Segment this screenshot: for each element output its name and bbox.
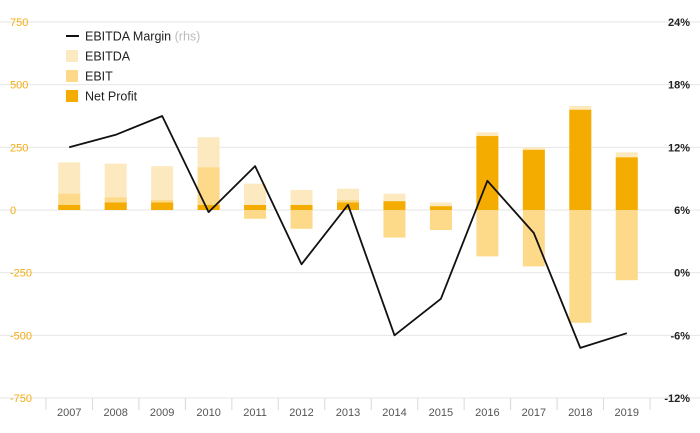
bar-ebitda-2011 bbox=[244, 183, 267, 210]
axes: 750 24% 500 18% 250 12% 0 6% -250 0% -500 -6% -750 -1… bbox=[10, 17, 690, 419]
x-tick-label: 2018 bbox=[568, 407, 592, 419]
legend-label-net-profit: Net Profit bbox=[85, 90, 138, 104]
y-left-tick-label: -500 bbox=[10, 330, 32, 342]
bar-net-profit-2009 bbox=[151, 202, 174, 210]
y-left-tick-label: 500 bbox=[10, 80, 28, 92]
bar-net-profit-2016 bbox=[476, 136, 499, 210]
legend: EBITDA Margin (rhs) EBITDA EBIT Net Profit bbox=[66, 30, 200, 104]
bar-net-profit-2015 bbox=[429, 206, 452, 210]
bars bbox=[58, 105, 638, 323]
bar-ebit-2017 bbox=[522, 210, 545, 267]
x-tick-label: 2007 bbox=[57, 407, 81, 419]
bar-ebitda-2009 bbox=[151, 166, 174, 210]
x-tick-label: 2012 bbox=[289, 407, 313, 419]
bar-ebit-2012 bbox=[290, 210, 313, 229]
bar-ebit-2011 bbox=[244, 210, 267, 219]
x-tick-label: 2008 bbox=[103, 407, 127, 419]
x-tick-label: 2019 bbox=[615, 407, 639, 419]
bar-ebitda-2015 bbox=[429, 202, 452, 210]
bar-ebit-2014 bbox=[383, 210, 406, 238]
bar-ebit-2016 bbox=[476, 210, 499, 257]
y-right-tick-label: 0% bbox=[674, 268, 690, 280]
legend-swatch-ebitda bbox=[66, 50, 78, 62]
legend-label-rhs: (rhs) bbox=[175, 30, 201, 44]
bar-net-profit-2011 bbox=[244, 204, 267, 210]
x-tick-label: 2009 bbox=[150, 407, 174, 419]
y-left-tick-label: 250 bbox=[10, 142, 28, 154]
legend-swatch-ebit bbox=[66, 70, 78, 82]
bar-net-profit-2008 bbox=[104, 202, 127, 210]
y-right-tick-label: 6% bbox=[674, 205, 690, 217]
bar-net-profit-2019 bbox=[615, 157, 638, 210]
legend-label-ebitda: EBITDA bbox=[85, 50, 131, 64]
bar-net-profit-2010 bbox=[197, 204, 220, 210]
y-right-tick-label: 18% bbox=[668, 80, 690, 92]
bar-ebit-2015 bbox=[429, 210, 452, 231]
bar-net-profit-2014 bbox=[383, 201, 406, 210]
legend-label-ebitda-margin: EBITDA Margin (rhs) bbox=[85, 30, 200, 44]
x-tick-label: 2013 bbox=[336, 407, 360, 419]
y-left-tick-label: -750 bbox=[10, 393, 32, 405]
bar-ebit-2018 bbox=[569, 210, 592, 323]
bar-net-profit-2007 bbox=[58, 204, 81, 210]
x-tick-label: 2015 bbox=[429, 407, 453, 419]
y-right-tick-label: 12% bbox=[668, 142, 690, 154]
y-right-tick-label: -12% bbox=[664, 393, 690, 405]
y-left-tick-label: -250 bbox=[10, 268, 32, 280]
x-tick-label: 2016 bbox=[475, 407, 499, 419]
legend-swatch-net-profit bbox=[66, 90, 78, 102]
bar-net-profit-2018 bbox=[569, 109, 592, 210]
x-tick-label: 2010 bbox=[196, 407, 220, 419]
bar-net-profit-2017 bbox=[522, 149, 545, 210]
bar-ebit-2019 bbox=[615, 210, 638, 281]
legend-label-ebit: EBIT bbox=[85, 70, 113, 84]
x-tick-label: 2014 bbox=[382, 407, 406, 419]
x-tick-label: 2011 bbox=[243, 407, 267, 419]
x-tick-label: 2017 bbox=[522, 407, 546, 419]
line-series bbox=[68, 115, 628, 349]
y-right-tick-label: -6% bbox=[670, 330, 690, 342]
y-left-tick-label: 0 bbox=[10, 205, 16, 217]
y-left-tick-label: 750 bbox=[10, 17, 28, 29]
y-right-tick-label: 24% bbox=[668, 17, 690, 29]
bar-net-profit-2012 bbox=[290, 204, 313, 210]
